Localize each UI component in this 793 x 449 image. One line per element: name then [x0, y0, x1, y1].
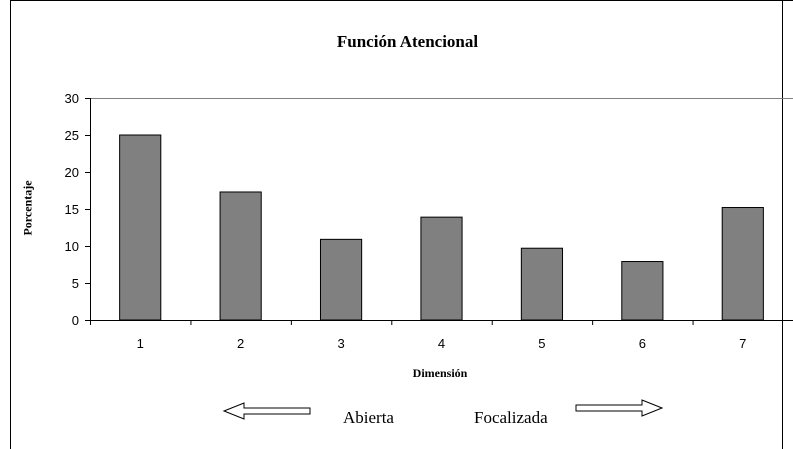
open-label: Abierta [343, 408, 394, 427]
x-tick-labels: 1 2 3 4 5 6 7 [137, 336, 747, 351]
x-tick-label: 6 [639, 336, 646, 351]
y-axis-label: Porcentaje [20, 180, 35, 236]
bar [420, 216, 463, 321]
x-tick-label: 1 [137, 336, 144, 351]
x-axis-label: Dimensión [412, 366, 468, 380]
y-tick-label: 0 [72, 313, 79, 328]
axes [85, 98, 793, 325]
bar [621, 261, 664, 321]
y-tick-label: 30 [65, 91, 79, 106]
left-arrow-icon [222, 402, 311, 420]
y-tick-label: 15 [65, 202, 79, 217]
y-tick-label: 25 [65, 128, 79, 143]
y-tick-labels: 0 5 10 15 20 25 30 [65, 91, 79, 328]
x-tick-label: 7 [739, 336, 746, 351]
x-tick-label: 4 [438, 336, 445, 351]
y-tick-label: 10 [65, 239, 79, 254]
y-tick-label: 5 [72, 276, 79, 291]
bar [319, 238, 363, 321]
bar [119, 134, 162, 321]
right-arrow-icon [575, 399, 664, 417]
bar [721, 207, 764, 321]
chart-title: Función Atencional [336, 32, 479, 51]
x-tick-label: 2 [237, 336, 244, 351]
x-tick-label: 5 [538, 336, 545, 351]
bars [119, 134, 764, 321]
bar [219, 191, 262, 321]
y-tick-label: 20 [65, 165, 79, 180]
x-tick-label: 3 [337, 336, 344, 351]
bar [520, 247, 564, 321]
focused-label: Focalizada [474, 408, 548, 427]
